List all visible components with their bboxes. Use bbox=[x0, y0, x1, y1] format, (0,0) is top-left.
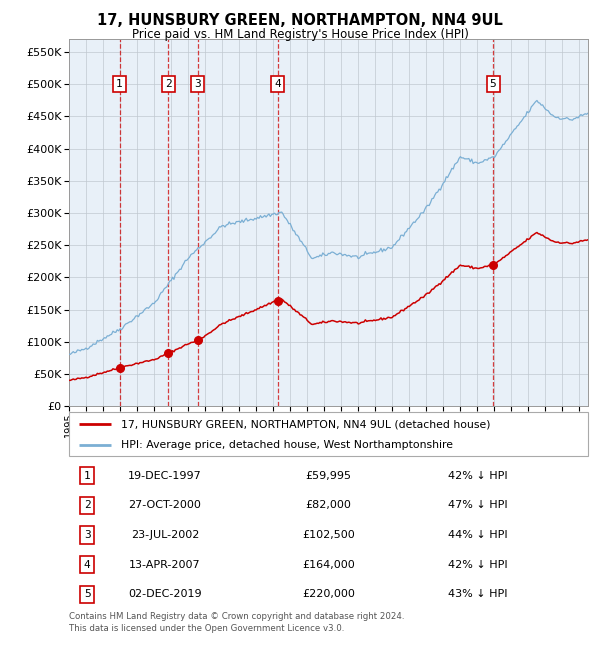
Text: £82,000: £82,000 bbox=[305, 500, 352, 510]
Text: £102,500: £102,500 bbox=[302, 530, 355, 540]
Text: 42% ↓ HPI: 42% ↓ HPI bbox=[448, 471, 508, 480]
Text: 1: 1 bbox=[116, 79, 123, 89]
Text: 5: 5 bbox=[84, 590, 91, 599]
Text: 2: 2 bbox=[164, 79, 172, 89]
Text: £164,000: £164,000 bbox=[302, 560, 355, 569]
Text: £59,995: £59,995 bbox=[305, 471, 352, 480]
Text: 2: 2 bbox=[84, 500, 91, 510]
Text: 17, HUNSBURY GREEN, NORTHAMPTON, NN4 9UL (detached house): 17, HUNSBURY GREEN, NORTHAMPTON, NN4 9UL… bbox=[121, 419, 490, 430]
Text: Contains HM Land Registry data © Crown copyright and database right 2024.: Contains HM Land Registry data © Crown c… bbox=[69, 612, 404, 621]
Text: 4: 4 bbox=[84, 560, 91, 569]
Text: 27-OCT-2000: 27-OCT-2000 bbox=[128, 500, 202, 510]
Text: 4: 4 bbox=[275, 79, 281, 89]
Text: 3: 3 bbox=[194, 79, 201, 89]
Text: 23-JUL-2002: 23-JUL-2002 bbox=[131, 530, 199, 540]
Text: This data is licensed under the Open Government Licence v3.0.: This data is licensed under the Open Gov… bbox=[69, 624, 344, 633]
Text: 43% ↓ HPI: 43% ↓ HPI bbox=[448, 590, 508, 599]
FancyBboxPatch shape bbox=[69, 412, 588, 456]
Text: 17, HUNSBURY GREEN, NORTHAMPTON, NN4 9UL: 17, HUNSBURY GREEN, NORTHAMPTON, NN4 9UL bbox=[97, 13, 503, 28]
Text: £220,000: £220,000 bbox=[302, 590, 355, 599]
Text: 5: 5 bbox=[490, 79, 496, 89]
Text: 42% ↓ HPI: 42% ↓ HPI bbox=[448, 560, 508, 569]
Text: 02-DEC-2019: 02-DEC-2019 bbox=[128, 590, 202, 599]
Text: 1: 1 bbox=[84, 471, 91, 480]
Text: 44% ↓ HPI: 44% ↓ HPI bbox=[448, 530, 508, 540]
Text: 19-DEC-1997: 19-DEC-1997 bbox=[128, 471, 202, 480]
Text: HPI: Average price, detached house, West Northamptonshire: HPI: Average price, detached house, West… bbox=[121, 440, 453, 450]
Text: Price paid vs. HM Land Registry's House Price Index (HPI): Price paid vs. HM Land Registry's House … bbox=[131, 28, 469, 41]
Text: 47% ↓ HPI: 47% ↓ HPI bbox=[448, 500, 508, 510]
Text: 13-APR-2007: 13-APR-2007 bbox=[129, 560, 201, 569]
Text: 3: 3 bbox=[84, 530, 91, 540]
